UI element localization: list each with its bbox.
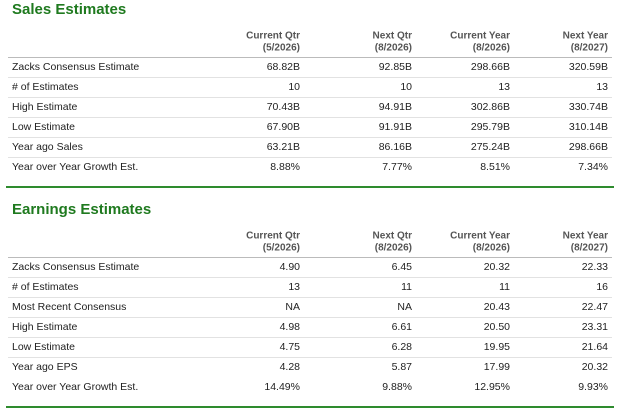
cell-value: 4.28: [280, 361, 301, 373]
row-label: Most Recent Consensus: [12, 301, 126, 313]
cell-value: 14.49%: [264, 381, 300, 393]
cell-value: 9.93%: [578, 381, 608, 393]
cell-value: 330.74B: [569, 101, 608, 113]
column-header: Next Qtr: [373, 231, 413, 242]
cell-value: 4.90: [280, 261, 301, 273]
cell-value: 16: [596, 281, 608, 293]
row-label: # of Estimates: [12, 81, 79, 93]
cell-value: 298.66B: [569, 141, 608, 153]
cell-value: 91.91B: [379, 121, 412, 133]
cell-value: 70.43B: [267, 101, 300, 113]
cell-value: 23.31: [582, 321, 608, 333]
cell-value: 8.88%: [270, 161, 300, 173]
column-header: (8/2027): [571, 243, 608, 254]
row-label: Year over Year Growth Est.: [12, 161, 138, 173]
section-title: Earnings Estimates: [12, 201, 151, 218]
cell-value: 8.51%: [480, 161, 510, 173]
row-label: Low Estimate: [12, 341, 75, 353]
cell-value: 20.43: [484, 301, 510, 313]
cell-value: 7.77%: [382, 161, 412, 173]
column-header: (8/2027): [571, 43, 608, 54]
cell-value: 6.61: [392, 321, 413, 333]
cell-value: 63.21B: [267, 141, 300, 153]
cell-value: 20.32: [484, 261, 510, 273]
cell-value: 86.16B: [379, 141, 412, 153]
cell-value: 5.87: [392, 361, 413, 373]
section-rule: [6, 186, 614, 188]
cell-value: 92.85B: [379, 61, 412, 73]
column-header: (8/2026): [375, 243, 412, 254]
cell-value: 22.47: [582, 301, 608, 313]
column-header: Next Year: [563, 231, 609, 242]
row-label: Year ago EPS: [12, 361, 78, 373]
section-rule: [6, 406, 614, 408]
column-header: (8/2026): [375, 43, 412, 54]
cell-value: 7.34%: [578, 161, 608, 173]
cell-value: 19.95: [484, 341, 510, 353]
cell-value: 21.64: [582, 341, 608, 353]
cell-value: 17.99: [484, 361, 510, 373]
cell-value: 22.33: [582, 261, 608, 273]
cell-value: 13: [596, 81, 608, 93]
cell-value: 4.98: [280, 321, 301, 333]
column-header: Current Year: [450, 231, 510, 242]
cell-value: 298.66B: [471, 61, 510, 73]
cell-value: 320.59B: [569, 61, 608, 73]
column-header: Next Qtr: [373, 31, 413, 42]
cell-value: 4.75: [280, 341, 301, 353]
cell-value: 6.45: [392, 261, 413, 273]
cell-value: 10: [400, 81, 412, 93]
cell-value: 295.79B: [471, 121, 510, 133]
cell-value: 9.88%: [382, 381, 412, 393]
column-header: (5/2026): [263, 43, 300, 54]
cell-value: 20.32: [582, 361, 608, 373]
cell-value: 94.91B: [379, 101, 412, 113]
row-label: Year over Year Growth Est.: [12, 381, 138, 393]
cell-value: NA: [285, 301, 300, 313]
cell-value: 10: [288, 81, 300, 93]
cell-value: 20.50: [484, 321, 510, 333]
column-header: Current Qtr: [246, 231, 300, 242]
cell-value: 13: [288, 281, 300, 293]
row-label: High Estimate: [12, 321, 78, 333]
cell-value: 68.82B: [267, 61, 300, 73]
column-header: Current Qtr: [246, 31, 300, 42]
column-header: Next Year: [563, 31, 609, 42]
cell-value: 310.14B: [569, 121, 608, 133]
cell-value: 275.24B: [471, 141, 510, 153]
cell-value: 6.28: [392, 341, 413, 353]
row-label: High Estimate: [12, 101, 78, 113]
column-header: (8/2026): [473, 43, 510, 54]
row-label: Zacks Consensus Estimate: [12, 61, 139, 73]
row-label: Zacks Consensus Estimate: [12, 261, 139, 273]
column-header: (8/2026): [473, 243, 510, 254]
cell-value: 13: [498, 81, 510, 93]
column-header: (5/2026): [263, 243, 300, 254]
cell-value: 11: [499, 281, 510, 293]
cell-value: 302.86B: [471, 101, 510, 113]
cell-value: NA: [397, 301, 412, 313]
row-label: Year ago Sales: [12, 141, 83, 153]
row-label: Low Estimate: [12, 121, 75, 133]
cell-value: 11: [401, 281, 412, 293]
cell-value: 67.90B: [267, 121, 300, 133]
cell-value: 12.95%: [474, 381, 510, 393]
column-header: Current Year: [450, 31, 510, 42]
row-label: # of Estimates: [12, 281, 79, 293]
section-title: Sales Estimates: [12, 1, 126, 18]
